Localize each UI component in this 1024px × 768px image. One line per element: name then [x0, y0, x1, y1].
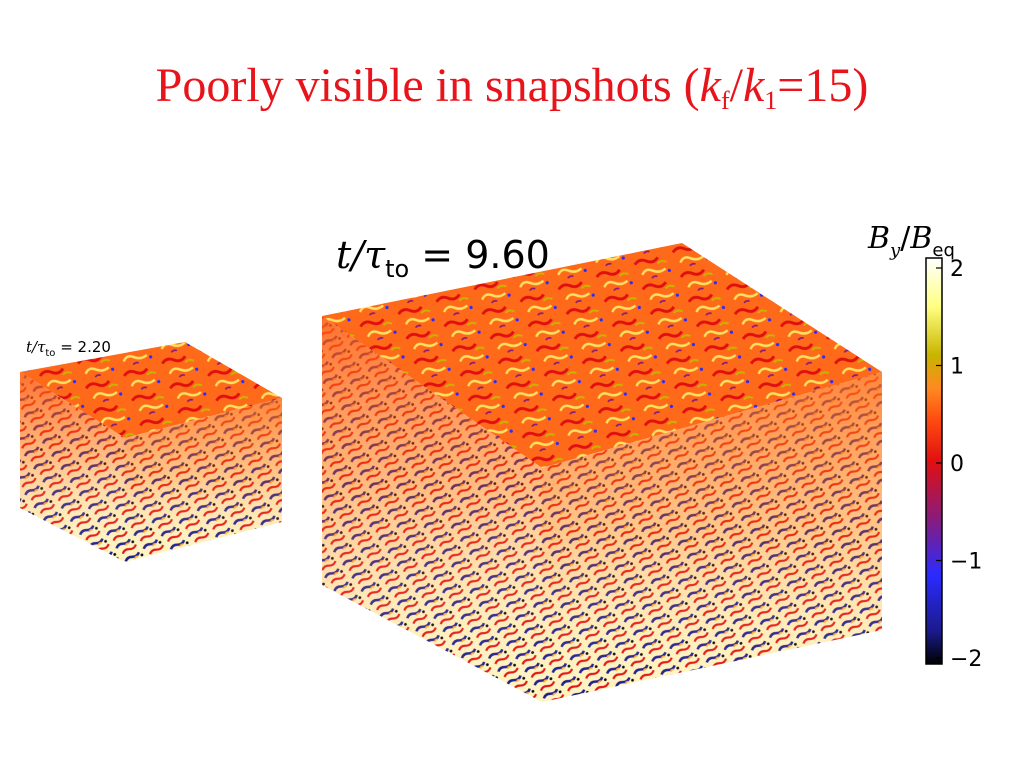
slide-title: Poorly visible in snapshots (kf/k1=15) — [155, 59, 869, 115]
snapshot-small: t/τto = 2.20 — [20, 338, 282, 562]
snapshot-small-top-face — [20, 342, 282, 438]
colorbar-tick-label: 1 — [950, 355, 964, 380]
snapshot-large: t/τto = 9.60 — [322, 233, 882, 702]
snapshot-large-top-face — [322, 243, 882, 468]
colorbar-ticks: 2 1 0 −1 −2 — [936, 257, 982, 672]
colorbar-gradient — [925, 257, 943, 665]
colorbar: By/Beq 2 1 0 −1 −2 — [867, 221, 982, 672]
colorbar-tick-label: 0 — [950, 452, 964, 477]
colorbar-title: By/Beq — [867, 221, 955, 261]
snapshot-small-time-label: t/τto = 2.20 — [26, 338, 111, 359]
snapshot-large-time-label: t/τto = 9.60 — [336, 233, 550, 283]
colorbar-tick-label: 2 — [950, 257, 964, 282]
colorbar-tick-label: −2 — [950, 647, 982, 672]
colorbar-tick-label: −1 — [950, 550, 982, 575]
